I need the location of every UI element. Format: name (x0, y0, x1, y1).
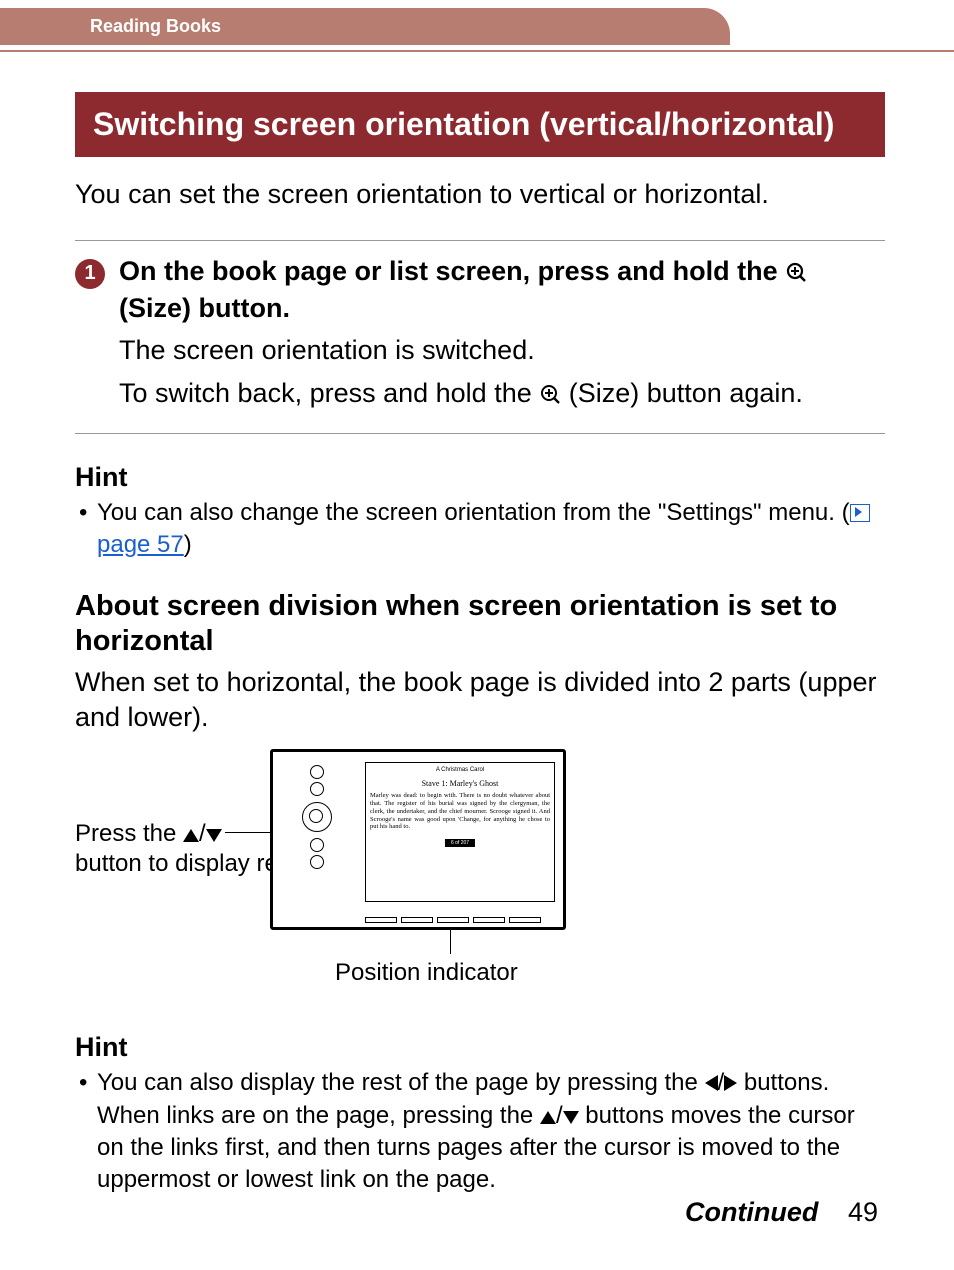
down-triangle-icon (563, 1111, 579, 1124)
subsection-heading: About screen division when screen orient… (75, 589, 885, 659)
continued-label: Continued (685, 1197, 818, 1227)
callout-left-a: Press the (75, 820, 183, 847)
page-footer: Continued 49 (685, 1197, 878, 1228)
device-chapter: Stave 1: Marley's Ghost (370, 779, 550, 788)
device-screen: A Christmas Carol Stave 1: Marley's Ghos… (365, 762, 555, 902)
size-icon (785, 258, 807, 292)
hint1-a: You can also change the screen orientati… (97, 499, 850, 526)
device-book-title: A Christmas Carol (370, 767, 550, 773)
intro-paragraph: You can set the screen orientation to ve… (75, 177, 885, 212)
callout-bottom: Position indicator (335, 959, 518, 987)
device-button-icon (310, 838, 324, 852)
device-bottom-buttons (281, 913, 555, 923)
step-detail-2a: To switch back, press and hold the (119, 378, 539, 408)
device-side-buttons (279, 762, 354, 872)
hint2-text: You can also display the rest of the pag… (75, 1067, 885, 1197)
size-icon (539, 379, 561, 414)
subsection-paragraph: When set to horizontal, the book page is… (75, 665, 885, 735)
step-detail-1: The screen orientation is switched. (119, 333, 885, 368)
page-number: 49 (848, 1197, 878, 1227)
device-body-text: Marley was dead: to begin with. There is… (370, 792, 550, 831)
step-block: 1 On the book page or list screen, press… (75, 240, 885, 434)
device-button-icon (310, 855, 324, 869)
device-joystick-icon (302, 802, 332, 832)
page-link-icon (850, 504, 870, 522)
breadcrumb-bar: Reading Books (0, 8, 954, 48)
up-triangle-icon (183, 829, 199, 842)
step-detail-2: To switch back, press and hold the (Size… (119, 376, 885, 414)
step-detail-2b: (Size) button again. (569, 378, 803, 408)
breadcrumb: Reading Books (0, 8, 730, 45)
section-title: Switching screen orientation (vertical/h… (75, 92, 885, 157)
device-button-icon (310, 765, 324, 779)
step-heading: On the book page or list screen, press a… (119, 255, 885, 326)
device-page-indicator: 6 of 207 (445, 839, 475, 847)
up-triangle-icon (540, 1111, 556, 1124)
figure: Press the / button to display rest of pa… (75, 749, 885, 1004)
step-number-badge: 1 (75, 259, 105, 289)
step-heading-part-b: (Size) button. (119, 293, 290, 323)
device-illustration: A Christmas Carol Stave 1: Marley's Ghos… (270, 749, 566, 930)
right-triangle-icon (724, 1075, 737, 1091)
down-triangle-icon (206, 829, 222, 842)
hint-heading: Hint (75, 1032, 885, 1063)
left-triangle-icon (705, 1075, 718, 1091)
page-link[interactable]: page 57 (97, 531, 184, 558)
hint1-text: You can also change the screen orientati… (75, 497, 885, 562)
device-button-icon (310, 782, 324, 796)
step-heading-part-a: On the book page or list screen, press a… (119, 256, 785, 286)
page-content: Switching screen orientation (vertical/h… (75, 92, 885, 1197)
hint-heading: Hint (75, 462, 885, 493)
hint2-a: You can also display the rest of the pag… (97, 1069, 705, 1096)
hint1-b: ) (184, 531, 192, 558)
